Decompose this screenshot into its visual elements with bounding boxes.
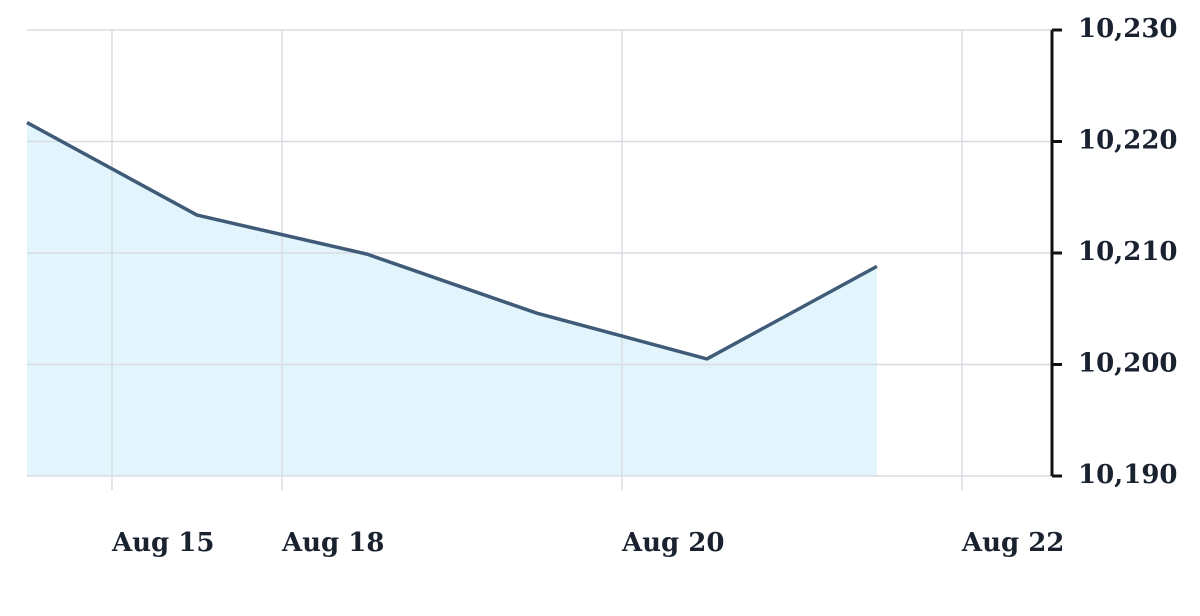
x-tick-label: Aug 22: [961, 528, 1065, 558]
area: [27, 122, 877, 477]
y-tick-label: 10,230: [1078, 14, 1178, 44]
x-tick-label: Aug 18: [281, 528, 385, 558]
y-tick-label: 10,200: [1078, 349, 1178, 379]
y-tick-label: 10,220: [1078, 126, 1178, 156]
y-tick-label: 10,210: [1078, 237, 1178, 267]
line: [26, 121, 878, 361]
x-tick-label: Aug 20: [621, 528, 725, 558]
x-tick-label: Aug 15: [111, 528, 214, 558]
y-tick-label: 10,190: [1078, 460, 1178, 490]
